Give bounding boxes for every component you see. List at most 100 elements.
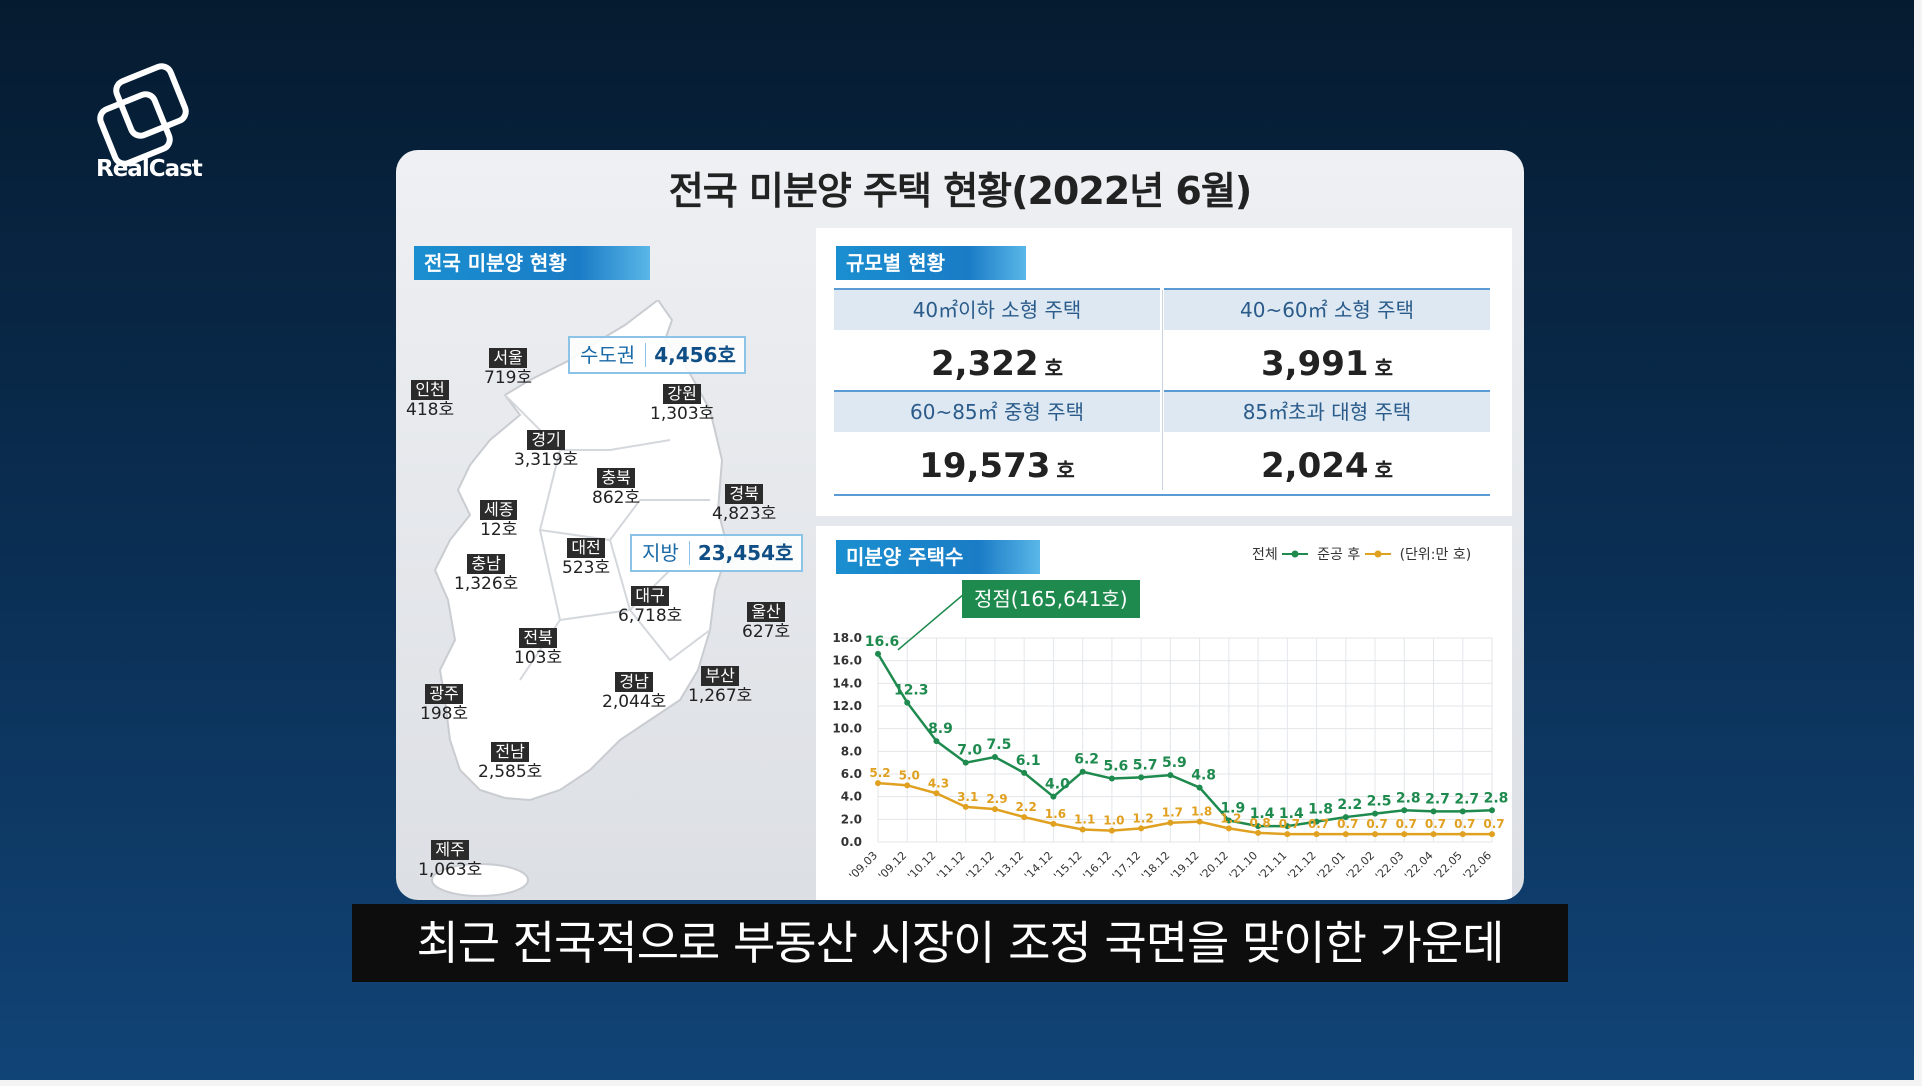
x-tick-label: '22.03: [1373, 849, 1407, 883]
data-label: 0.7: [1396, 817, 1417, 831]
data-point: [904, 699, 911, 706]
x-tick-label: '09.12: [876, 849, 910, 883]
data-point: [1372, 810, 1379, 817]
size-value-4: 2,024 호: [1261, 446, 1393, 486]
region-sejong: 세종 12호: [480, 500, 518, 540]
legend-after-swatch-icon: [1364, 550, 1391, 558]
data-point: [1284, 831, 1291, 838]
y-tick-label: 14.0: [832, 676, 862, 690]
data-point: [1313, 831, 1320, 838]
x-tick-label: '17.12: [1110, 849, 1144, 883]
data-point: [1021, 814, 1028, 821]
x-tick-label: '12.12: [963, 849, 997, 883]
region-daejeon: 대전 523호: [562, 538, 611, 578]
size-value-1: 2,322 호: [931, 344, 1063, 384]
region-daegu: 대구 6,718호: [618, 586, 683, 626]
capital-label: 수도권: [580, 343, 636, 367]
data-label: 1.4: [1250, 806, 1275, 822]
region-seoul: 서울 719호: [484, 348, 533, 388]
data-point: [991, 806, 998, 813]
data-point: [1489, 807, 1495, 814]
data-point: [991, 754, 998, 760]
data-label: 5.2: [869, 766, 890, 780]
y-tick-label: 0.0: [841, 835, 862, 849]
data-label: 2.7: [1425, 791, 1450, 807]
data-label: 5.6: [1103, 759, 1128, 775]
data-point: [1138, 825, 1145, 832]
data-point: [1313, 818, 1320, 825]
data-point: [962, 803, 969, 810]
y-tick-label: 6.0: [841, 767, 862, 781]
data-label: 1.1: [1074, 813, 1095, 827]
data-label: 2.7: [1454, 791, 1479, 807]
x-tick-label: '22.06: [1461, 849, 1495, 883]
x-tick-label: '21.12: [1285, 849, 1319, 883]
x-tick-label: '19.12: [1168, 849, 1202, 883]
data-point: [1167, 819, 1174, 826]
local-summary: 지방 23,454호: [630, 534, 804, 572]
capital-value: 4,456호: [645, 343, 744, 367]
region-gyeonggi: 경기 3,319호: [514, 430, 579, 470]
data-point: [1050, 820, 1057, 827]
data-point: [1401, 807, 1408, 814]
data-point: [875, 780, 881, 787]
data-point: [933, 790, 940, 797]
x-tick-label: '22.05: [1431, 849, 1465, 883]
size-value-3: 19,573 호: [919, 446, 1075, 486]
data-point: [1372, 831, 1379, 838]
data-label: 0.7: [1425, 817, 1446, 831]
size-label-4: 85㎡초과 대형 주택: [1164, 390, 1490, 432]
y-tick-label: 18.0: [832, 631, 862, 645]
x-tick-label: '10.12: [905, 849, 939, 883]
data-label: 6.2: [1074, 752, 1099, 768]
y-tick-label: 16.0: [832, 654, 862, 668]
info-card: 전국 미분양 주택 현황(2022년 6월) 전국 미분양 현황 수도권 4,45…: [396, 150, 1524, 900]
data-point: [1108, 827, 1115, 834]
data-label: 2.8: [1396, 790, 1421, 806]
data-label: 4.8: [1191, 768, 1216, 784]
x-tick-label: '22.04: [1402, 849, 1436, 883]
y-tick-label: 10.0: [832, 722, 862, 736]
region-gyeongbuk: 경북 4,823호: [712, 484, 777, 524]
data-point: [1167, 772, 1174, 779]
size-label-3: 60~85㎡ 중형 주택: [834, 390, 1160, 432]
capital-summary: 수도권 4,456호: [568, 336, 746, 374]
region-chungbuk: 충북 862호: [592, 468, 641, 508]
peak-callout: 정점(165,641호): [962, 580, 1140, 618]
x-tick-label: '13.12: [993, 849, 1027, 883]
data-label: 12.3: [894, 683, 929, 699]
data-label: 1.8: [1191, 805, 1212, 819]
data-point: [1401, 831, 1408, 838]
data-label: 6.1: [1016, 753, 1041, 769]
data-label: 0.7: [1337, 817, 1358, 831]
data-label: 0.7: [1454, 817, 1475, 831]
local-label: 지방: [642, 541, 679, 565]
peak-pointer: [897, 593, 965, 651]
unit-note: (단위:만 호): [1399, 547, 1472, 563]
region-gyeongnam: 경남 2,044호: [602, 672, 667, 712]
x-tick-label: '18.12: [1139, 849, 1173, 883]
subtitle-caption: 최근 전국적으로 부동산 시장이 조정 국면을 맞이한 가운데: [352, 904, 1568, 982]
region-gwangju: 광주 198호: [420, 684, 469, 724]
data-label: 0.7: [1308, 817, 1329, 831]
region-chungnam: 충남 1,326호: [454, 554, 519, 594]
data-label: 2.9: [986, 792, 1007, 806]
size-label-2: 40~60㎡ 소형 주택: [1164, 288, 1490, 330]
y-tick-label: 8.0: [841, 744, 862, 758]
data-label: 2.8: [1484, 790, 1509, 806]
data-label: 1.6: [1045, 807, 1066, 821]
chart-tag: 미분양 주택수: [836, 540, 1040, 574]
y-tick-label: 12.0: [832, 699, 862, 713]
data-label: 16.6: [865, 634, 900, 650]
realcast-logo-icon: [97, 63, 189, 167]
data-point: [1459, 831, 1466, 838]
data-point: [1459, 808, 1466, 815]
data-label: 0.7: [1279, 817, 1300, 831]
chart-panel: [816, 526, 1512, 900]
data-point: [1342, 814, 1349, 821]
data-point: [1021, 769, 1028, 776]
local-value: 23,454호: [688, 541, 802, 565]
x-tick-label: '21.10: [1227, 849, 1261, 883]
data-label: 0.7: [1483, 817, 1504, 831]
legend-after-label: 준공 후: [1317, 547, 1361, 563]
